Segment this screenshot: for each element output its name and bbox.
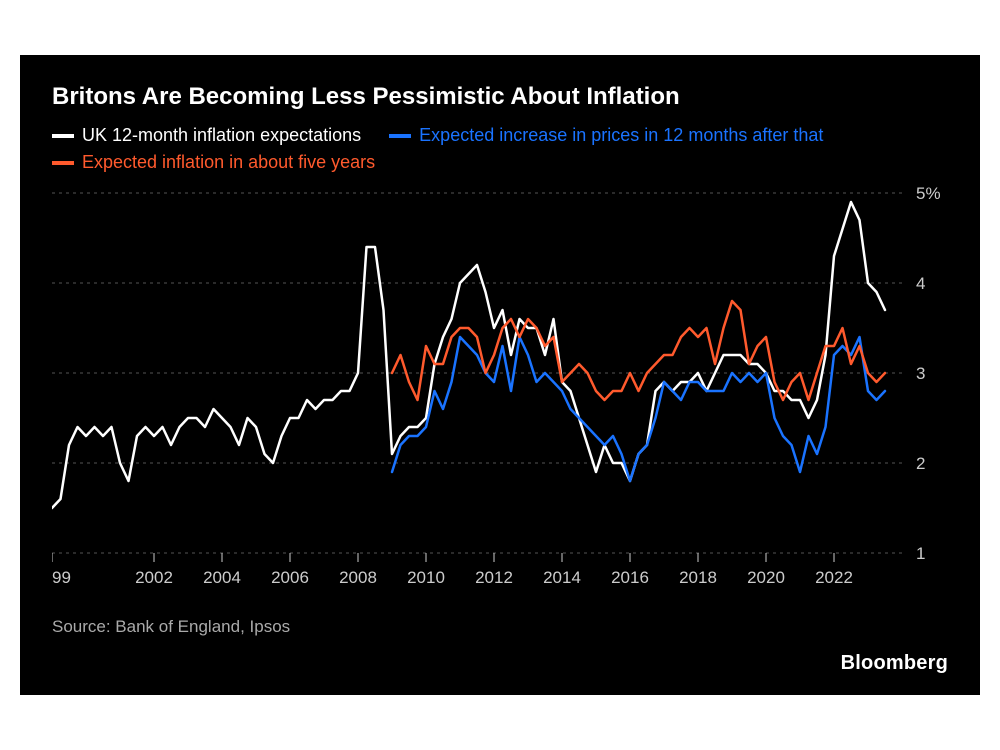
x-axis-label: 2004 (203, 568, 241, 587)
legend-item: Expected inflation in about five years (52, 152, 375, 173)
x-axis-label: 2010 (407, 568, 445, 587)
chart-svg: 1 2 3 4 5% 1999 2002 2004 2006 2008 2010 2012 2014 20… (52, 183, 948, 603)
legend-item: UK 12-month inflation expectations (52, 125, 361, 146)
x-axis-label: 2014 (543, 568, 581, 587)
series-line (52, 202, 885, 508)
series-line (392, 337, 885, 481)
legend-swatch (389, 134, 411, 138)
legend: UK 12-month inflation expectations Expect… (52, 125, 948, 173)
chart-card: Britons Are Becoming Less Pessimistic Ab… (20, 55, 980, 695)
line-chart: 1 2 3 4 5% 1999 2002 2004 2006 2008 2010 2012 2014 20… (52, 183, 948, 603)
y-axis-label: 4 (916, 274, 925, 293)
x-axis-label: 2022 (815, 568, 853, 587)
legend-swatch (52, 134, 74, 138)
x-axis-label: 2008 (339, 568, 377, 587)
x-axis-label: 1999 (52, 568, 71, 587)
y-axis-label: 1 (916, 544, 925, 563)
x-axis-label: 2002 (135, 568, 173, 587)
y-axis-label: 2 (916, 454, 925, 473)
chart-title: Britons Are Becoming Less Pessimistic Ab… (52, 83, 948, 111)
source-text: Source: Bank of England, Ipsos (52, 617, 948, 637)
legend-label: UK 12-month inflation expectations (82, 125, 361, 146)
y-axis-label: 5% (916, 184, 941, 203)
legend-label: Expected inflation in about five years (82, 152, 375, 173)
x-axis-label: 2016 (611, 568, 649, 587)
x-axis-label: 2020 (747, 568, 785, 587)
series-line (392, 301, 885, 400)
legend-swatch (52, 161, 74, 165)
legend-item: Expected increase in prices in 12 months… (389, 125, 823, 146)
x-axis-label: 2006 (271, 568, 309, 587)
legend-label: Expected increase in prices in 12 months… (419, 125, 823, 146)
x-axis-label: 2018 (679, 568, 717, 587)
x-axis-label: 2012 (475, 568, 513, 587)
y-axis-label: 3 (916, 364, 925, 383)
brand-label: Bloomberg (841, 652, 948, 675)
